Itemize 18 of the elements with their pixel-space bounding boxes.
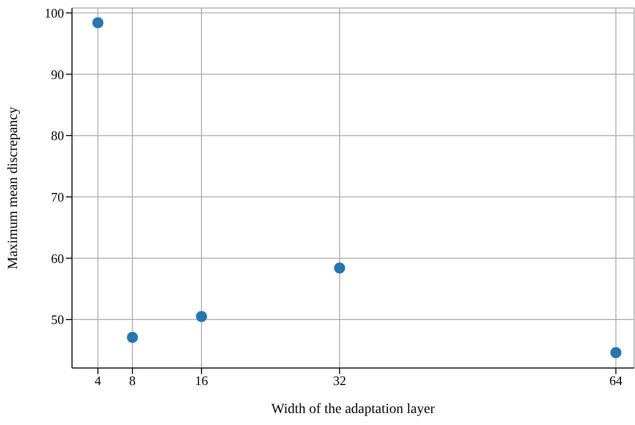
point — [196, 310, 207, 322]
y-tick-label: 60 — [51, 250, 64, 266]
y-tick-label: 80 — [51, 128, 64, 144]
y-axis-title: Maximum mean discrepancy — [6, 106, 21, 270]
x-tick-label: 32 — [333, 373, 346, 388]
point — [92, 17, 104, 28]
y-tick-label: 50 — [51, 312, 64, 328]
x-tick-label: 8 — [129, 373, 136, 388]
y-tick-label: 100 — [44, 6, 64, 21]
point — [126, 332, 138, 343]
point — [334, 262, 346, 274]
x-tick-label: 16 — [194, 373, 208, 388]
y-tick-label: 70 — [51, 190, 64, 205]
y-tick-label: 90 — [51, 66, 64, 82]
x-tick-label: 64 — [609, 373, 623, 388]
point — [610, 347, 622, 358]
x-tick-label: 4 — [94, 373, 102, 388]
x-axis-title: Width of the adaptation layer — [271, 402, 436, 417]
